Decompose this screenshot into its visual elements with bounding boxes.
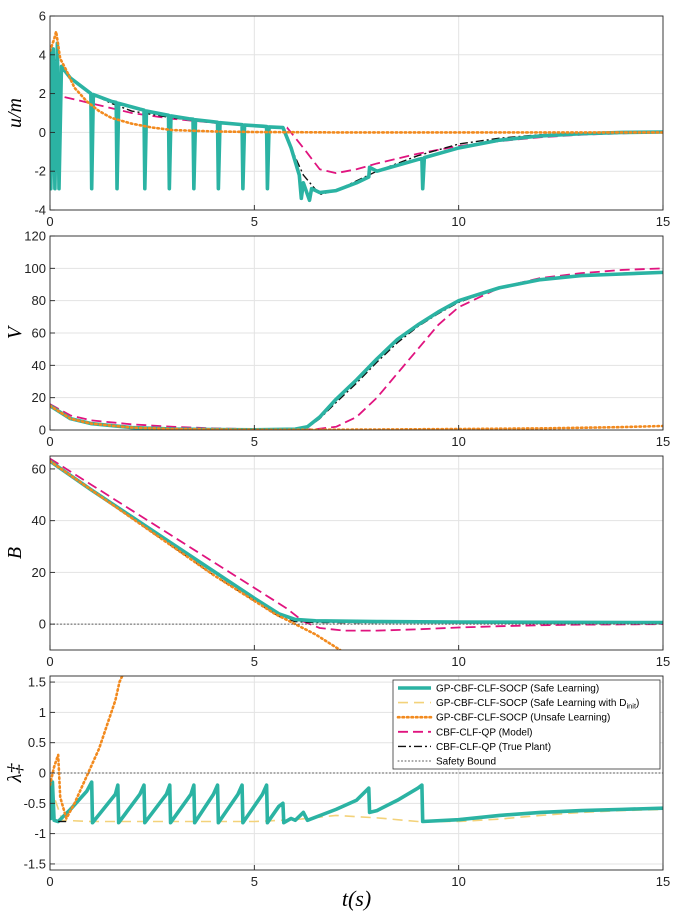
panel-3: 0 5 10 15 0 20 40 60 B — [4, 455, 670, 669]
panel-2: 0 5 10 15 0 20 40 60 80 100 120 V — [4, 229, 670, 450]
x-tick-label: 10 — [451, 874, 465, 889]
series-line-safe — [50, 780, 663, 825]
series-line-unsafe — [50, 30, 663, 134]
y-tick-label: 60 — [32, 326, 46, 341]
y-axis-label: V — [4, 324, 26, 339]
y-tick-label: 0 — [39, 125, 46, 140]
y-tick-label: 40 — [32, 513, 46, 528]
series-line-model — [50, 457, 663, 632]
y-tick-label: 6 — [39, 9, 46, 24]
series-line-unsafe — [50, 676, 124, 820]
x-tick-label: 0 — [46, 214, 53, 229]
x-tick-label: 5 — [251, 214, 258, 229]
y-tick-label: -2 — [34, 164, 46, 179]
legend-label-model: CBF-CLF-QP (Model) — [436, 727, 533, 738]
y-tick-label: -0.5 — [24, 796, 46, 811]
x-tick-label: 10 — [451, 434, 465, 449]
y-tick-label: 4 — [39, 47, 46, 62]
series-line-dinit — [50, 784, 663, 823]
plot-area — [50, 456, 663, 650]
panel-1: 0 5 10 15 -4 -2 0 2 4 6 u/m — [4, 9, 670, 230]
y-tick-label: 1.5 — [28, 675, 46, 690]
y-tick-label: -1 — [34, 826, 46, 841]
y-axis-label: u/m — [4, 98, 26, 128]
series-line-model — [50, 267, 663, 430]
x-tick-label: 15 — [656, 214, 670, 229]
x-tick-label: 15 — [656, 874, 670, 889]
legend-label-bound: Safety Bound — [436, 757, 496, 768]
series-group — [50, 676, 663, 825]
y-tick-label: 0 — [39, 617, 46, 632]
y-tick-label: -1.5 — [24, 856, 46, 871]
y-tick-label: 1 — [39, 705, 46, 720]
y-tick-label: 40 — [32, 358, 46, 373]
y-tick-label: 0 — [39, 423, 46, 438]
y-tick-label: 100 — [24, 261, 46, 276]
legend-label-true: CBF-CLF-QP (True Plant) — [436, 742, 551, 753]
y-tick-label: 0 — [39, 766, 46, 781]
legend: GP-CBF-CLF-SOCP (Safe Learning) GP-CBF-CL… — [392, 679, 661, 770]
x-axis-label: t(s) — [342, 886, 371, 911]
y-axis-label: λ‡ — [4, 763, 26, 784]
x-tick-label: 5 — [251, 874, 258, 889]
legend-label-dinit: GP-CBF-CLF-SOCP (Safe Learning with Dini… — [436, 698, 639, 711]
axes-frame — [49, 15, 664, 211]
x-tick-label: 5 — [251, 434, 258, 449]
y-tick-label: 0.5 — [28, 735, 46, 750]
legend-box — [392, 679, 661, 770]
y-tick-label: 2 — [39, 86, 46, 101]
series-line-unsafe — [50, 459, 342, 650]
x-tick-label: 10 — [451, 654, 465, 669]
x-tick-label: 5 — [251, 654, 258, 669]
x-tick-label: 0 — [46, 434, 53, 449]
series-group — [50, 30, 663, 203]
x-tick-label: 10 — [451, 214, 465, 229]
y-tick-label: 60 — [32, 461, 46, 476]
legend-label-safe: GP-CBF-CLF-SOCP (Safe Learning) — [436, 684, 599, 695]
y-axis-label: B — [4, 547, 26, 559]
y-tick-label: 20 — [32, 565, 46, 580]
y-tick-label: 80 — [32, 293, 46, 308]
series-group — [50, 457, 663, 650]
x-tick-label: 15 — [656, 434, 670, 449]
x-tick-label: 0 — [46, 654, 53, 669]
series-line-safe — [50, 41, 663, 203]
x-tick-label: 15 — [656, 654, 670, 669]
legend-label-unsafe: GP-CBF-CLF-SOCP (Unsafe Learning) — [436, 713, 610, 724]
y-tick-label: 20 — [32, 390, 46, 405]
y-tick-label: 120 — [24, 229, 46, 244]
axes-frame — [49, 455, 664, 651]
y-tick-label: -4 — [34, 203, 46, 218]
x-tick-label: 0 — [46, 874, 53, 889]
series-line-safe — [50, 270, 663, 430]
